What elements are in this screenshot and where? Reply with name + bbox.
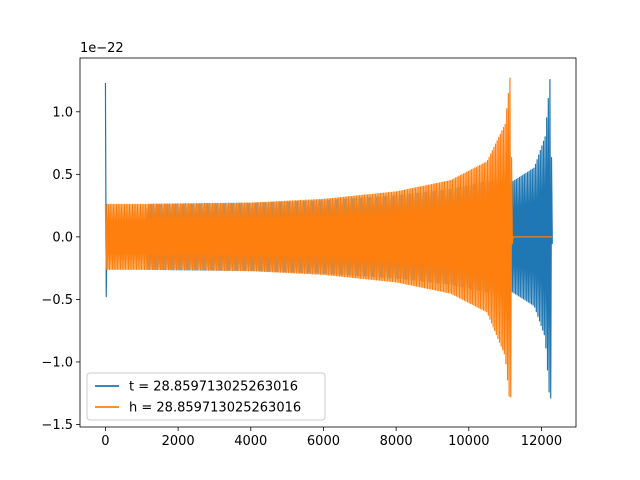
y-tick-label: 0.0 bbox=[52, 230, 73, 245]
plot-area bbox=[104, 77, 553, 399]
series-2 bbox=[104, 77, 553, 398]
y-tick-label: −0.5 bbox=[41, 293, 73, 308]
y-offset-label: 1e−22 bbox=[80, 41, 124, 56]
legend: t = 28.859713025263016 h = 28.85971302526… bbox=[86, 372, 326, 421]
series-line bbox=[104, 77, 553, 398]
axes: 0 2000 4000 6000 8000 10000 12000 −1.5 −1.0 −0.5 0… bbox=[41, 57, 577, 449]
x-tick-label: 10000 bbox=[448, 434, 489, 449]
x-tick-label: 12000 bbox=[521, 434, 562, 449]
legend-label: h = 28.859713025263016 bbox=[129, 401, 301, 416]
legend-box bbox=[86, 372, 326, 421]
x-tick-label: 8000 bbox=[380, 434, 413, 449]
x-tick-label: 0 bbox=[101, 434, 109, 449]
legend-label: t = 28.859713025263016 bbox=[129, 380, 298, 395]
y-tick-label: 0.5 bbox=[52, 168, 73, 183]
x-tick-label: 6000 bbox=[307, 434, 340, 449]
y-tick-label: −1.5 bbox=[41, 418, 73, 433]
x-tick-label: 4000 bbox=[234, 434, 267, 449]
x-tick-label: 2000 bbox=[162, 434, 195, 449]
axes-frame bbox=[79, 57, 577, 428]
y-tick-label: 1.0 bbox=[52, 105, 73, 120]
y-tick-label: −1.0 bbox=[41, 355, 73, 370]
